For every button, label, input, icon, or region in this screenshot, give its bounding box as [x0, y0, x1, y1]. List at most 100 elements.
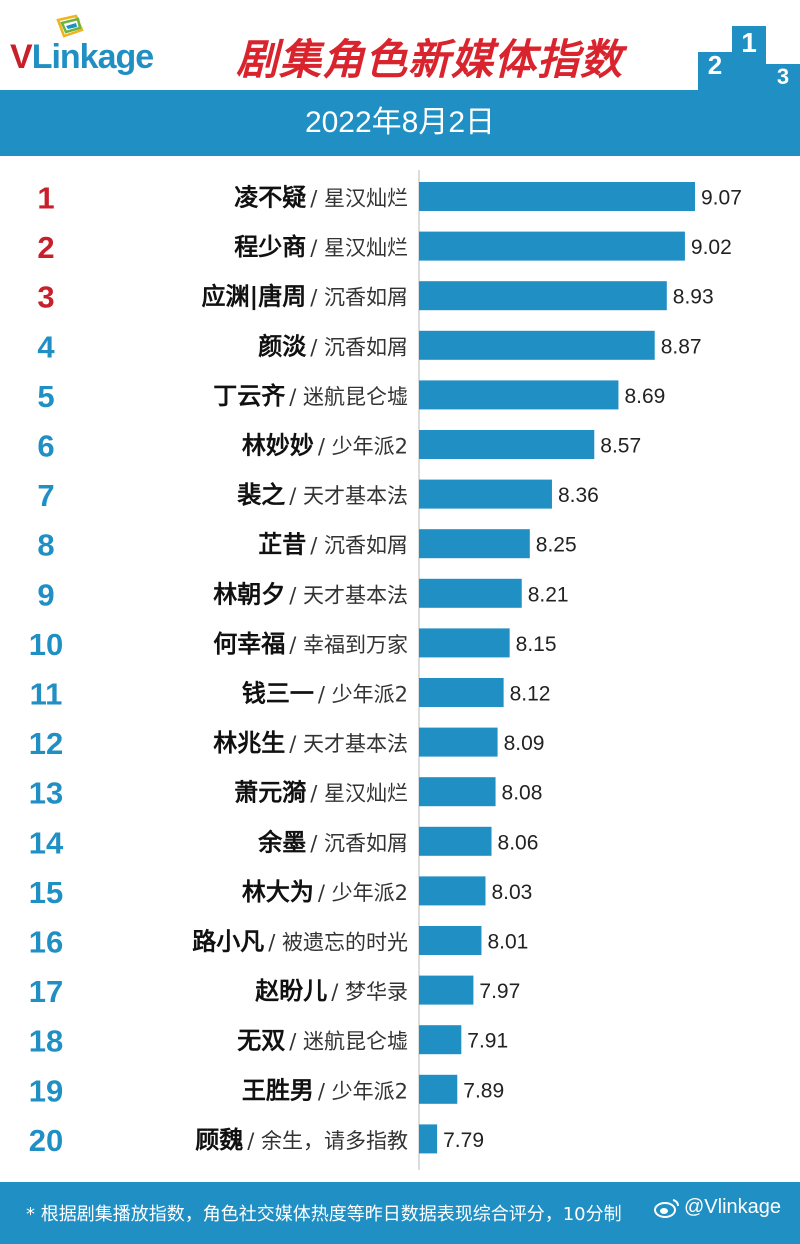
bar [419, 529, 530, 559]
show-name: / 少年派2 [318, 683, 408, 707]
character-name: 林妙妙 [242, 432, 314, 460]
value-label: 7.89 [463, 1079, 504, 1102]
rank-number: 18 [29, 1024, 63, 1059]
rank-number: 6 [37, 429, 54, 464]
character-name: 林兆生 [213, 729, 285, 757]
header: VLinkage 剧集角色新媒体指数 2 1 3 [0, 0, 800, 90]
bar [419, 826, 492, 856]
row-label: 裴之 / 天才基本法 [237, 481, 408, 509]
bar [419, 281, 667, 311]
rank-number: 11 [30, 677, 63, 712]
rank-number: 16 [29, 925, 63, 960]
character-name: 程少商 [234, 233, 306, 261]
character-name: 钱三一 [242, 680, 314, 708]
character-name: 王胜男 [242, 1076, 314, 1104]
bar [419, 430, 595, 459]
value-label: 8.21 [528, 583, 569, 606]
show-name: / 天才基本法 [289, 732, 408, 756]
logo-v: V [10, 38, 33, 76]
value-label: 8.93 [673, 286, 714, 309]
watermark-text: @Vlinkage [684, 1196, 782, 1218]
value-label: 8.36 [558, 484, 599, 507]
row-label: 芷昔 / 沉香如屑 [258, 531, 408, 559]
weibo-icon [654, 1198, 680, 1218]
show-name: / 少年派2 [318, 435, 408, 459]
row-label: 顾魏 / 余生，请多指教 [195, 1126, 408, 1154]
logo-emblem-icon [56, 14, 84, 38]
value-label: 8.09 [504, 732, 545, 755]
row-label: 王胜男 / 少年派2 [242, 1076, 408, 1104]
row-label: 余墨 / 沉香如屑 [257, 828, 408, 856]
value-label: 8.57 [600, 435, 641, 458]
show-name: / 少年派2 [318, 1079, 408, 1103]
character-name: 芷昔 [258, 531, 306, 559]
show-name: / 天才基本法 [289, 583, 408, 607]
weibo-watermark: @Vlinkage [654, 1196, 781, 1219]
character-name: 无双 [237, 1027, 285, 1055]
row-label: 钱三一 / 少年派2 [242, 680, 408, 708]
value-label: 8.25 [536, 534, 577, 557]
podium-icon: 2 1 3 [698, 26, 800, 90]
value-label: 8.69 [624, 385, 665, 408]
show-name: / 星汉灿烂 [310, 187, 408, 211]
row-label: 何幸福 / 幸福到万家 [213, 630, 408, 658]
rank-number: 7 [37, 478, 54, 513]
bar [419, 975, 474, 1005]
rank-number: 3 [37, 280, 54, 315]
podium-digit: 2 [708, 50, 722, 80]
show-name: / 余生，请多指教 [247, 1129, 408, 1153]
show-name: / 沉香如屑 [310, 335, 408, 359]
character-name: 颜淡 [258, 332, 307, 360]
row-label: 路小凡 / 被遗忘的时光 [192, 928, 408, 956]
character-name: 林大为 [242, 878, 314, 906]
rank-number: 20 [29, 1123, 63, 1158]
character-name: 林朝夕 [213, 580, 285, 608]
bar [419, 727, 498, 757]
row-label: 林大为 / 少年派2 [242, 878, 408, 906]
podium-digit: 1 [741, 27, 757, 58]
show-name: / 少年派2 [318, 881, 408, 905]
value-label: 9.07 [701, 187, 742, 210]
character-name: 萧元漪 [234, 779, 306, 807]
show-name: / 沉香如屑 [310, 286, 408, 310]
bar [419, 777, 496, 807]
bar [419, 876, 486, 906]
character-name: 凌不疑 [234, 184, 306, 212]
bar [419, 578, 522, 608]
date-label: 2022年8月2日 [304, 106, 496, 139]
show-name: / 沉香如屑 [310, 831, 408, 855]
character-name: 何幸福 [213, 630, 285, 658]
value-label: 8.01 [487, 931, 528, 954]
character-name: 路小凡 [192, 928, 264, 956]
bar [419, 479, 552, 509]
row-label: 无双 / 迷航昆仑墟 [237, 1027, 408, 1055]
value-label: 9.02 [691, 236, 732, 259]
character-name: 应渊|唐周 [201, 283, 306, 311]
rank-number: 1 [37, 181, 54, 216]
show-name: / 迷航昆仑墟 [289, 1030, 408, 1054]
podium-digit: 3 [777, 64, 789, 89]
rank-number: 4 [37, 329, 55, 364]
bar [419, 330, 655, 360]
value-label: 8.03 [491, 881, 532, 904]
value-label: 7.91 [467, 1030, 508, 1053]
show-name: / 星汉灿烂 [310, 782, 408, 806]
rank-number: 12 [29, 726, 63, 761]
bar [419, 1124, 438, 1154]
rank-number: 13 [29, 776, 63, 811]
value-label: 7.79 [443, 1129, 484, 1152]
row-label: 丁云齐 / 迷航昆仑墟 [213, 382, 408, 410]
rank-number: 19 [29, 1073, 63, 1108]
row-label: 程少商 / 星汉灿烂 [234, 233, 408, 261]
rank-number: 5 [37, 379, 54, 414]
bar [419, 1025, 462, 1055]
show-name: / 迷航昆仑墟 [289, 385, 408, 409]
value-label: 8.87 [661, 335, 702, 358]
value-label: 7.97 [479, 980, 520, 1003]
value-label: 8.06 [498, 831, 539, 854]
value-label: 8.12 [510, 683, 551, 706]
row-label: 萧元漪 / 星汉灿烂 [234, 779, 408, 807]
bar [419, 1074, 458, 1104]
logo-wordmark: VLinkage [10, 38, 154, 77]
